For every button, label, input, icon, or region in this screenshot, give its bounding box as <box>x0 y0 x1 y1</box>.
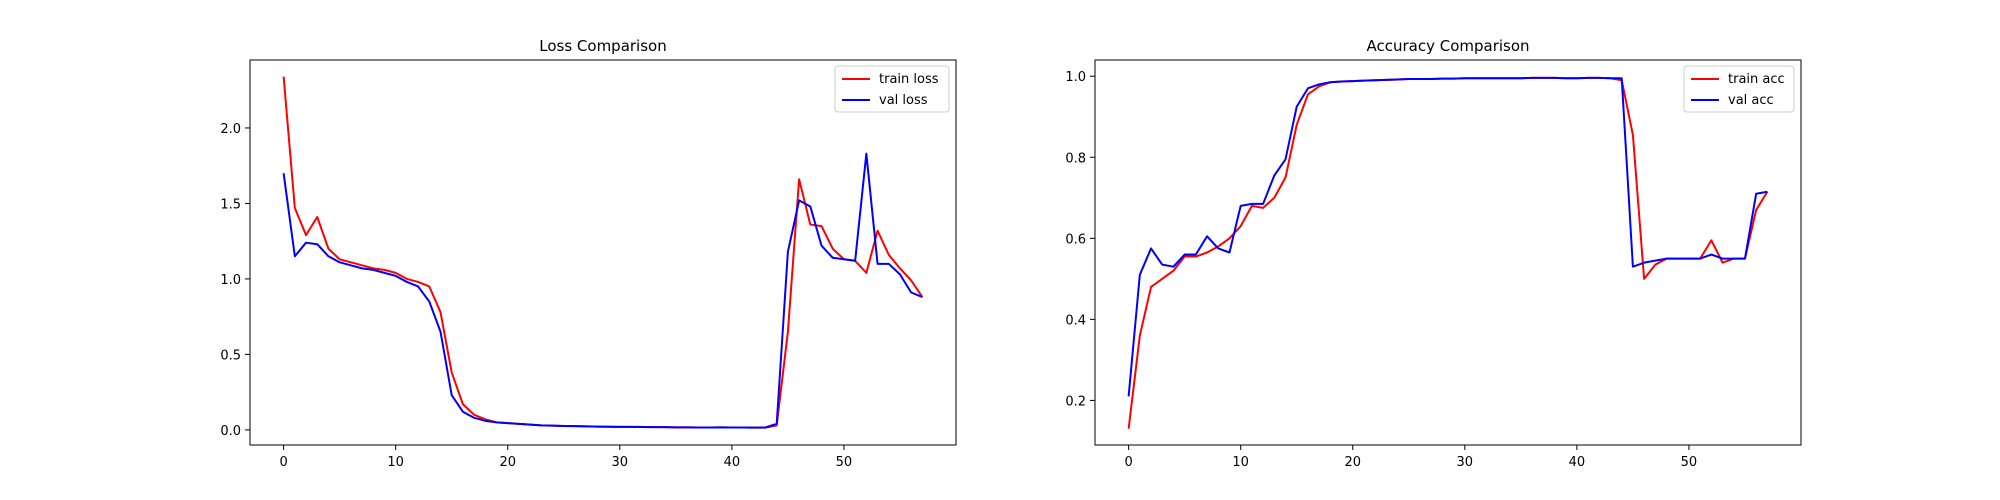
accuracy-x-tick-label: 20 <box>1344 455 1361 470</box>
loss-x-axis: 0 10 20 30 40 50 <box>279 445 852 470</box>
loss-x-tick-label: 0 <box>279 455 287 470</box>
loss-x-tick-label: 10 <box>387 455 404 470</box>
accuracy-x-axis: 0 10 20 30 40 50 <box>1124 445 1697 470</box>
accuracy-plot-frame <box>1094 59 1802 446</box>
loss-series-layer <box>282 76 924 429</box>
legend-train-loss-label: train loss <box>879 72 939 87</box>
accuracy-y-tick-label: 1.0 <box>1065 70 1086 85</box>
accuracy-legend: train acc val acc <box>1683 65 1795 113</box>
loss-y-tick-label: 1.5 <box>220 197 241 212</box>
series-line-val-acc <box>1127 76 1768 397</box>
series-line-val-loss <box>282 152 923 429</box>
accuracy-y-tick-label: 0.2 <box>1065 394 1086 409</box>
accuracy-x-tick-label: 10 <box>1232 455 1249 470</box>
accuracy-chart-title: Accuracy Comparison <box>1366 37 1529 55</box>
accuracy-y-tick-label: 0.6 <box>1065 232 1086 247</box>
legend-train-acc-label: train acc <box>1728 72 1785 87</box>
loss-y-tick-label: 1.0 <box>220 273 241 288</box>
accuracy-series-layer <box>1127 76 1769 429</box>
loss-chart-title: Loss Comparison <box>539 37 666 55</box>
loss-plot-frame <box>249 59 957 446</box>
accuracy-x-tick-label: 30 <box>1457 455 1474 470</box>
legend-val-acc-label: val acc <box>1728 93 1774 108</box>
accuracy-comparison-chart: Accuracy Comparison 0 10 20 30 40 50 0.20.40.… <box>1065 37 1802 470</box>
loss-y-tick-label: 0.5 <box>220 348 241 363</box>
loss-x-tick-label: 20 <box>499 455 516 470</box>
accuracy-x-tick-label: 50 <box>1681 455 1698 470</box>
legend-val-loss-label: val loss <box>879 93 928 108</box>
accuracy-x-tick-label: 0 <box>1124 455 1132 470</box>
loss-y-tick-label: 2.0 <box>220 122 241 137</box>
loss-y-axis: 0.0 0.5 1.0 1.5 2.0 <box>220 122 250 439</box>
loss-x-tick-label: 30 <box>612 455 629 470</box>
loss-x-tick-label: 40 <box>724 455 741 470</box>
accuracy-x-tick-label: 40 <box>1569 455 1586 470</box>
accuracy-y-tick-label: 0.4 <box>1065 313 1086 328</box>
loss-y-tick-label: 0.0 <box>220 424 241 439</box>
accuracy-y-axis: 0.2 0.4 0.6 0.8 1.0 <box>1065 70 1095 409</box>
loss-comparison-chart: Loss Comparison 0 10 20 30 40 50 0.0 0.5 1.0 1.5… <box>220 37 957 470</box>
loss-x-tick-label: 50 <box>836 455 853 470</box>
accuracy-y-tick-label: 0.8 <box>1065 151 1086 166</box>
loss-legend: train loss val loss <box>834 65 950 113</box>
